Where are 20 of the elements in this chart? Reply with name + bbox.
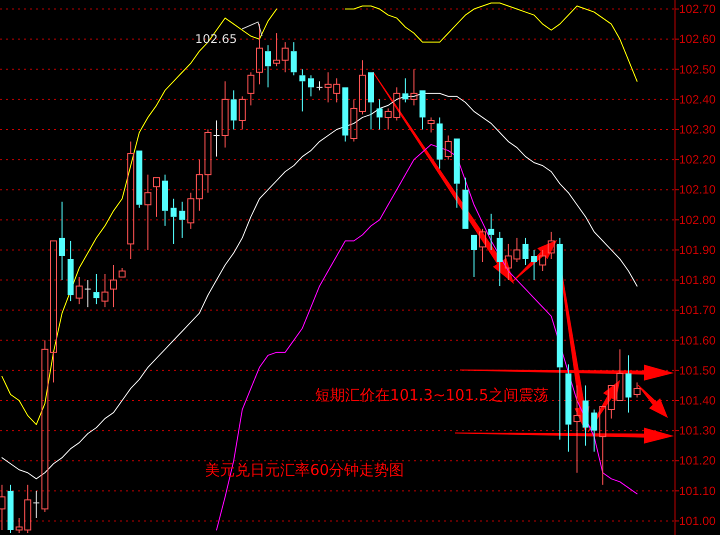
y-tick-label: 101.00 [679,514,716,528]
y-tick-label: 102.10 [679,182,716,197]
y-tick-label: 102.50 [679,62,716,76]
y-tick-label: 101.70 [679,303,716,318]
y-tick-label: 102.70 [679,2,716,16]
y-tick-label: 102.30 [679,122,716,136]
y-tick-label: 101.30 [679,424,716,438]
y-tick-label: 101.50 [679,363,716,378]
line-series [1,92,638,480]
y-tick-label: 101.20 [679,454,716,468]
y-tick-label: 102.40 [679,92,716,106]
y-tick-label: 101.60 [679,333,716,348]
y-tick-label: 102.60 [679,32,716,46]
y-tick-label: 101.90 [679,242,716,257]
y-tick-label: 101.80 [679,273,716,288]
y-tick-label: 101.40 [679,394,716,408]
annotation: 短期汇价在101.3~101.5之间震荡 [315,386,548,404]
y-tick-label: 102.20 [679,152,716,167]
y-tick-label: 101.10 [679,484,716,498]
y-tick-label: 102.00 [679,212,716,227]
